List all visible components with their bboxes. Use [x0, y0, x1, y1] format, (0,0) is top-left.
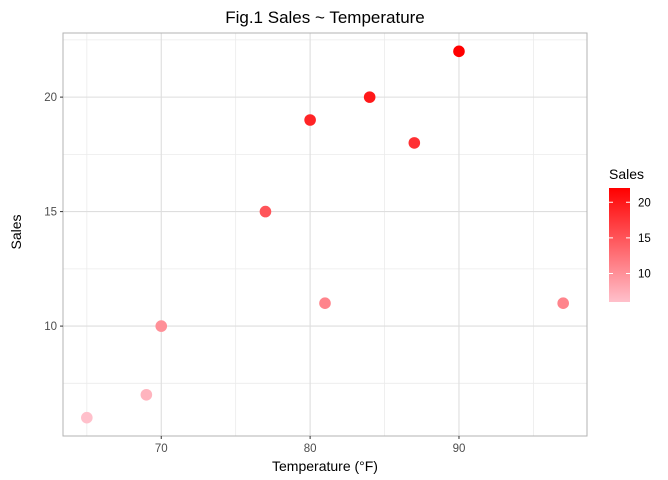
- x-tick-label: 90: [453, 443, 466, 455]
- data-point: [259, 205, 272, 218]
- legend-title: Sales: [609, 166, 644, 182]
- panel-border: [62, 32, 588, 437]
- chart-title: Fig.1 Sales ~ Temperature: [225, 8, 425, 27]
- y-tick-label: 15: [44, 207, 57, 219]
- legend-colorbar: [609, 188, 630, 302]
- grid-minor: [63, 33, 587, 436]
- y-tick-label: 10: [44, 321, 57, 333]
- legend-tick-label: 20: [638, 197, 651, 209]
- data-point: [557, 297, 569, 309]
- legend-tick-label: 15: [638, 233, 651, 245]
- y-axis-label: Sales: [8, 214, 24, 249]
- x-tick-label: 70: [155, 443, 168, 455]
- data-point: [140, 388, 153, 401]
- data-point: [81, 411, 93, 424]
- x-tick-label: 80: [304, 443, 317, 455]
- x-axis-label: Temperature (°F): [272, 458, 378, 474]
- x-axis-ticks: 70 80 90: [155, 436, 466, 455]
- data-point: [453, 45, 465, 58]
- data-points: [81, 45, 569, 424]
- legend-ticks: 10 15 20: [609, 197, 651, 281]
- data-point: [304, 114, 316, 126]
- data-point: [363, 91, 376, 103]
- y-tick-label: 20: [44, 92, 57, 104]
- data-point: [319, 297, 331, 309]
- legend-tick-label: 10: [638, 269, 651, 281]
- data-point: [408, 137, 421, 149]
- y-axis-ticks: 10 15 20: [44, 92, 63, 333]
- grid-major: [63, 33, 587, 436]
- color-legend: Sales 10 15 20: [609, 166, 651, 302]
- data-point: [155, 320, 168, 332]
